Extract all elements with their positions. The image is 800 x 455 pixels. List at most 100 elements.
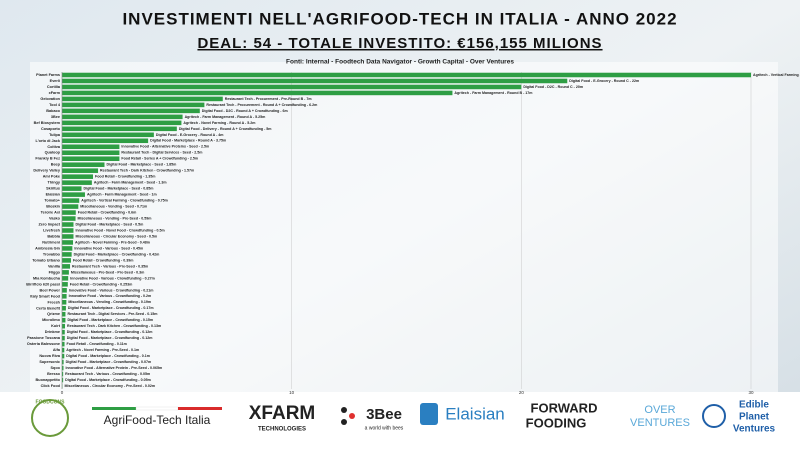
y-tick-label: Alfa bbox=[53, 348, 61, 352]
data-label: Miscellaneous - Pre-Seed - Pre-Seed - 0.… bbox=[71, 270, 145, 274]
data-label: Innovative Food - Various - Crowdfunding… bbox=[69, 288, 154, 292]
bar bbox=[62, 216, 76, 221]
bar bbox=[62, 330, 65, 335]
y-tick-label: Italy Smart Food bbox=[30, 294, 60, 298]
data-label: Agritech - Novel Farming - Pre-Seed - 0.… bbox=[66, 348, 139, 352]
y-tick-label: Passione Toscana bbox=[27, 336, 61, 340]
bar bbox=[62, 192, 85, 197]
x-tick-label: 20 bbox=[519, 390, 525, 395]
y-tick-label: Gelovation bbox=[40, 97, 60, 101]
data-label: Food Retail - Series A + Crowdfunding - … bbox=[121, 157, 198, 161]
logo-text: VENTURES bbox=[630, 417, 690, 429]
y-tick-label: Buonappetito bbox=[36, 378, 61, 382]
y-tick-label: Mia Kombucha bbox=[33, 276, 61, 280]
flag-white bbox=[136, 407, 178, 410]
data-label: Restaurant Tech - Procurement - Round A … bbox=[206, 103, 317, 107]
bar bbox=[62, 222, 73, 227]
bar bbox=[62, 103, 204, 108]
data-label: Miscellaneous - Circular Economy - Pre-S… bbox=[64, 384, 155, 388]
bar bbox=[62, 228, 73, 233]
y-tick-label: Bresso bbox=[47, 372, 61, 376]
bar bbox=[62, 91, 452, 96]
bar bbox=[62, 109, 200, 114]
data-label: Innovative Food - Various - Crowdfunding… bbox=[70, 276, 155, 280]
flag-red bbox=[178, 407, 222, 410]
data-label: Agritech - Vertical Farming - Crowdfundi… bbox=[81, 199, 168, 203]
bar bbox=[62, 318, 65, 323]
y-tick-label: Frankly B Fez bbox=[35, 157, 60, 161]
y-tick-label: Supersonic bbox=[39, 360, 60, 364]
bar bbox=[62, 204, 78, 209]
bar bbox=[62, 162, 104, 167]
y-tick-label: Nutrimeni bbox=[42, 240, 60, 244]
logo-text: XFARM bbox=[249, 403, 316, 424]
bar bbox=[62, 168, 98, 173]
data-label: Restaurant Tech - Procurement - Pre-Roun… bbox=[225, 97, 312, 101]
y-tick-label: Trovabbo bbox=[43, 252, 61, 256]
bar bbox=[62, 282, 68, 287]
y-tick-label: Sqoo bbox=[51, 366, 61, 370]
data-label: Restaurant Tech - Various - Crowdfunding… bbox=[65, 372, 150, 376]
logo-dot bbox=[349, 413, 355, 419]
bar bbox=[62, 288, 67, 293]
data-label: Digital Food - Marketplace - Crowdfundin… bbox=[67, 318, 153, 322]
y-tick-label: 3Bee bbox=[51, 115, 60, 119]
y-tick-label: Delivery Valley bbox=[33, 169, 60, 173]
bar bbox=[62, 180, 92, 185]
bar bbox=[62, 186, 82, 191]
chart-subtitle: DEAL: 54 - TOTALE INVESTITO: €156,155 MI… bbox=[197, 35, 602, 52]
data-label: Digital Food - Marketplace - Seed - 0.85… bbox=[84, 187, 154, 191]
source: Fonti: Internal - Foodtech Data Navigato… bbox=[286, 59, 514, 66]
bar bbox=[62, 348, 64, 353]
y-tick-label: Tulipa bbox=[49, 133, 61, 137]
bar bbox=[62, 144, 119, 149]
data-label: Restaurant Tech - Digital Services - Pre… bbox=[67, 312, 157, 316]
data-label: Agritech - Farm Management - Seed - 1.3m bbox=[94, 181, 167, 185]
data-label: Digital Food - D2C - Round A + Crowdfund… bbox=[202, 109, 288, 113]
data-label: Digital Food - Marketplace - Seed - 0.5m bbox=[75, 222, 143, 226]
y-tick-label: Freesh bbox=[48, 300, 61, 304]
logo-text: Planet bbox=[739, 412, 770, 423]
data-label: Restaurant Tech - Dark Kitchen - Crowdfu… bbox=[67, 324, 161, 328]
y-tick-label: Tool 4 bbox=[49, 103, 61, 107]
y-tick-label: Everli bbox=[50, 79, 60, 83]
y-tick-label: Bef Biosystem bbox=[34, 121, 61, 125]
bar bbox=[62, 342, 65, 347]
logo-dot bbox=[341, 419, 347, 425]
bar bbox=[62, 324, 65, 329]
logo-text: FOODING bbox=[526, 415, 587, 430]
y-tick-label: Vasko bbox=[49, 217, 61, 221]
data-label: Food Retail - Crowdfunding - 1.35m bbox=[95, 175, 156, 179]
data-label: Restaurant Tech - Various - Pre-Seed - 0… bbox=[72, 264, 148, 268]
data-label: Agritech - Farm Management - Seed - 1m bbox=[87, 193, 157, 197]
y-tick-label: Nuova Riva bbox=[39, 354, 61, 358]
y-tick-label: Qrizme bbox=[47, 312, 60, 316]
y-tick-label: Tomato+ bbox=[44, 199, 60, 203]
bar bbox=[62, 294, 67, 299]
y-tick-label: Fliggo bbox=[49, 270, 61, 274]
logo-text: AgriFood-Tech Italia bbox=[104, 413, 211, 427]
y-tick-label: Skiritus bbox=[46, 187, 60, 191]
data-label: Agritech - Farm Management - Round B - 1… bbox=[454, 91, 532, 95]
chart-title: INVESTIMENTI NELL'AGRIFOOD-TECH IN ITALI… bbox=[122, 9, 677, 28]
bar bbox=[62, 133, 154, 138]
data-label: Innovative Food - Various - Crowdfunding… bbox=[69, 294, 152, 298]
data-label: Restaurant Tech - Dark Kitchen - Crowdfu… bbox=[100, 169, 194, 173]
data-label: Innovative Food - Alternative Protein - … bbox=[65, 366, 162, 370]
data-label: Food Retail - Crowdfunding - 0.6m bbox=[78, 211, 137, 215]
data-label: Digital Food - Marketplace - Crowdfundin… bbox=[74, 252, 160, 256]
flag-green bbox=[92, 407, 136, 410]
bar bbox=[62, 73, 751, 78]
y-tick-label: Ambrosia Gin bbox=[35, 246, 61, 250]
bar bbox=[62, 336, 65, 341]
data-label: Digital Food - Marketplace - Crowdfundin… bbox=[65, 378, 151, 382]
y-tick-label: Ami Poke bbox=[43, 175, 60, 179]
y-tick-label: Beep bbox=[51, 163, 61, 167]
y-tick-label: Vanilla bbox=[48, 264, 61, 268]
y-tick-label: Planet Farms bbox=[36, 73, 60, 77]
y-tick-label: Teroire Axi bbox=[41, 211, 60, 215]
data-label: Food Retail - Crowdfunding - 0.11m bbox=[67, 342, 127, 346]
y-tick-label: Birrificio 620 passi bbox=[26, 282, 60, 286]
